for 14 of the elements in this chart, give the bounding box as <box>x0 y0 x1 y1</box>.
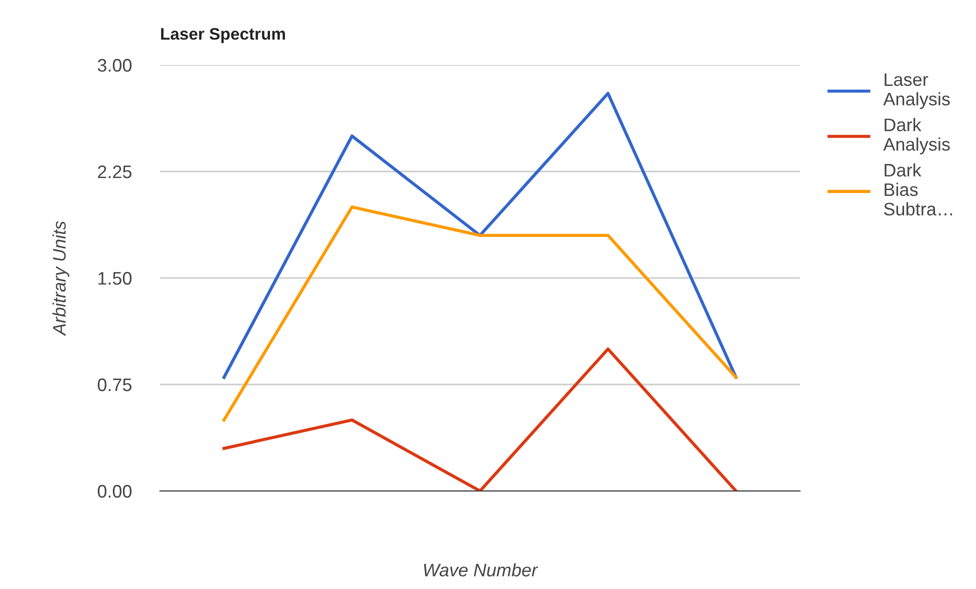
y-tick-label: 3.00 <box>98 58 132 72</box>
legend-label: Dark Analysis <box>883 118 950 154</box>
legend-label: Dark Bias Subtra… <box>884 163 952 216</box>
line-series <box>222 205 738 422</box>
line-series <box>222 347 738 491</box>
y-axis-title: Arbitrary Units <box>52 221 70 336</box>
y-tick-label: 2.25 <box>98 165 132 178</box>
x-axis-title: Wave Number <box>424 563 538 576</box>
chart-title: Laser Spectrum <box>161 28 285 44</box>
y-tick-label: 0.00 <box>98 484 132 498</box>
y-tick-label: 0.75 <box>98 378 132 392</box>
legend-label: Laser Analysis <box>883 73 950 110</box>
y-tick-label: 1.50 <box>98 272 132 285</box>
line-series <box>222 92 738 379</box>
